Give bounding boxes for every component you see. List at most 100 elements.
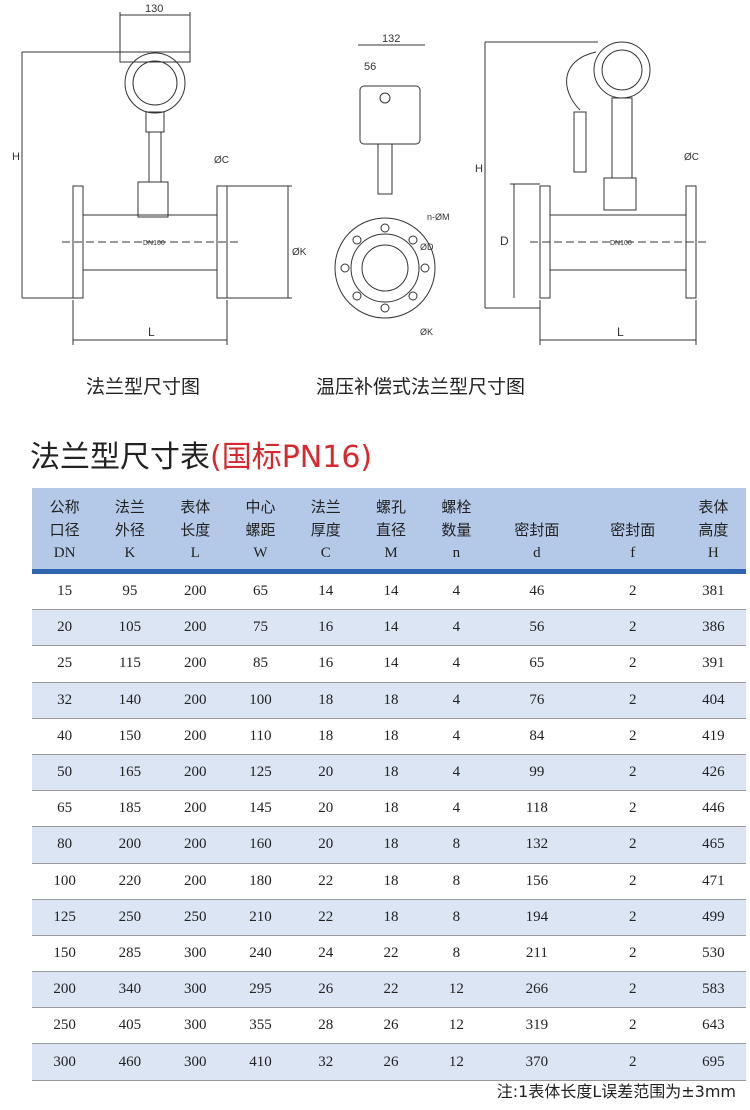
column-header: 螺孔 直径 M bbox=[358, 488, 424, 574]
dim-c: ØC bbox=[684, 152, 699, 163]
header-code: d bbox=[533, 545, 541, 561]
table-row: 80 200 200 160 20 18 8 132 2 465 bbox=[32, 826, 746, 864]
table-cell: 285 bbox=[97, 935, 163, 973]
dimension-table: 公称 口径 DN 法兰 外径 K 表体 长度 L 中心 螺距 W 法兰 厚度 C 螺孔 直径 M 螺栓 数量 n 密封面… bbox=[32, 488, 746, 1081]
table-row: 250 405 300 355 28 26 12 319 2 643 bbox=[32, 1007, 746, 1045]
header-l1 bbox=[586, 496, 680, 519]
column-header: 公称 口径 DN bbox=[32, 488, 98, 574]
table-cell: 160 bbox=[227, 826, 294, 864]
table-cell: 200 bbox=[162, 826, 228, 864]
table-row: 200 340 300 295 26 22 12 266 2 583 bbox=[32, 971, 746, 1009]
table-cell: 26 bbox=[293, 971, 359, 1009]
table-cell: 12 bbox=[423, 971, 489, 1009]
dim-d: D bbox=[500, 234, 509, 248]
table-cell: 15 bbox=[32, 571, 98, 611]
body-label: DN100 bbox=[143, 240, 165, 247]
table-cell: 76 bbox=[488, 682, 585, 719]
dim-l: L bbox=[148, 325, 155, 339]
table-cell: 14 bbox=[293, 571, 359, 611]
table-row: 100 220 200 180 22 18 8 156 2 471 bbox=[32, 863, 746, 900]
table-cell: 471 bbox=[680, 863, 746, 900]
table-cell: 125 bbox=[227, 754, 294, 792]
table-cell: 200 bbox=[162, 718, 228, 755]
table-cell: 2 bbox=[584, 935, 681, 973]
table-cell: 145 bbox=[227, 790, 294, 828]
table-cell: 14 bbox=[358, 645, 424, 683]
table-cell: 95 bbox=[97, 571, 163, 611]
table-cell: 200 bbox=[32, 971, 98, 1009]
header-code: H bbox=[707, 545, 719, 561]
table-cell: 8 bbox=[423, 935, 489, 973]
table-cell: 18 bbox=[358, 899, 424, 936]
table-cell: 465 bbox=[680, 826, 746, 864]
table-cell: 18 bbox=[293, 718, 359, 755]
header-l1: 表体 bbox=[698, 498, 729, 516]
table-row: 300 460 300 410 32 26 12 370 2 695 bbox=[32, 1043, 746, 1081]
table-row: 20 105 200 75 16 14 4 56 2 386 bbox=[32, 609, 746, 647]
table-row: 50 165 200 125 20 18 4 99 2 426 bbox=[32, 754, 746, 792]
table-cell: 200 bbox=[162, 790, 228, 828]
table-cell: 20 bbox=[293, 826, 359, 864]
table-cell: 381 bbox=[680, 571, 746, 611]
table-cell: 210 bbox=[227, 899, 294, 936]
body-label: DN100 bbox=[610, 240, 632, 247]
table-cell: 26 bbox=[358, 1007, 424, 1045]
table-cell: 18 bbox=[358, 718, 424, 755]
table-cell: 240 bbox=[227, 935, 294, 973]
column-header: 中心 螺距 W bbox=[227, 488, 294, 574]
table-cell: 695 bbox=[680, 1043, 746, 1081]
table-cell: 410 bbox=[227, 1043, 294, 1081]
header-l1: 公称 bbox=[49, 498, 80, 516]
dim-132: 132 bbox=[382, 33, 400, 45]
table-cell: 125 bbox=[32, 899, 98, 936]
table-cell: 499 bbox=[680, 899, 746, 936]
table-cell: 355 bbox=[227, 1007, 294, 1045]
table-cell: 18 bbox=[358, 826, 424, 864]
table-cell: 200 bbox=[97, 826, 163, 864]
table-cell: 22 bbox=[358, 971, 424, 1009]
table-cell: 85 bbox=[227, 645, 294, 683]
table-cell: 99 bbox=[488, 754, 585, 792]
column-header: 表体 高度 H bbox=[680, 488, 746, 574]
table-cell: 8 bbox=[423, 826, 489, 864]
table-cell: 4 bbox=[423, 718, 489, 755]
header-l2: 密封面 bbox=[514, 521, 560, 539]
column-header: 螺栓 数量 n bbox=[423, 488, 489, 574]
table-cell: 2 bbox=[584, 863, 681, 900]
table-cell: 75 bbox=[227, 609, 294, 647]
header-l1: 法兰 bbox=[310, 498, 341, 516]
table-cell: 2 bbox=[584, 899, 681, 936]
table-cell: 156 bbox=[488, 863, 585, 900]
table-cell: 14 bbox=[358, 609, 424, 647]
header-l1: 螺孔 bbox=[376, 498, 407, 516]
table-cell: 4 bbox=[423, 682, 489, 719]
table-title: 法兰型尺寸表(国标PN16) bbox=[30, 432, 372, 476]
table-cell: 266 bbox=[488, 971, 585, 1009]
table-cell: 8 bbox=[423, 899, 489, 936]
table-cell: 40 bbox=[32, 718, 98, 755]
table-cell: 200 bbox=[162, 645, 228, 683]
caption-compensated: 温压补偿式法兰型尺寸图 bbox=[316, 376, 526, 398]
table-cell: 2 bbox=[584, 645, 681, 683]
dim-k: ØK bbox=[420, 327, 433, 337]
header-l2: 厚度 bbox=[310, 521, 341, 539]
table-cell: 24 bbox=[293, 935, 359, 973]
header-code: M bbox=[384, 545, 398, 561]
table-cell: 140 bbox=[97, 682, 163, 719]
table-cell: 14 bbox=[358, 571, 424, 611]
table-cell: 50 bbox=[32, 754, 98, 792]
table-cell: 65 bbox=[32, 790, 98, 828]
table-cell: 370 bbox=[488, 1043, 585, 1081]
table-cell: 250 bbox=[97, 899, 163, 936]
table-cell: 220 bbox=[97, 863, 163, 900]
dim-k: ØK bbox=[292, 247, 307, 258]
title-main: 法兰型尺寸表 bbox=[30, 440, 210, 475]
dim-c: ØC bbox=[214, 155, 229, 166]
header-l2: 长度 bbox=[180, 521, 211, 539]
table-row: 32 140 200 100 18 18 4 76 2 404 bbox=[32, 682, 746, 719]
flange-drawing: 130 H DN100 L ØK ØC bbox=[12, 3, 307, 345]
table-cell: 12 bbox=[423, 1007, 489, 1045]
table-cell: 84 bbox=[488, 718, 585, 755]
table-cell: 26 bbox=[358, 1043, 424, 1081]
table-cell: 200 bbox=[162, 609, 228, 647]
